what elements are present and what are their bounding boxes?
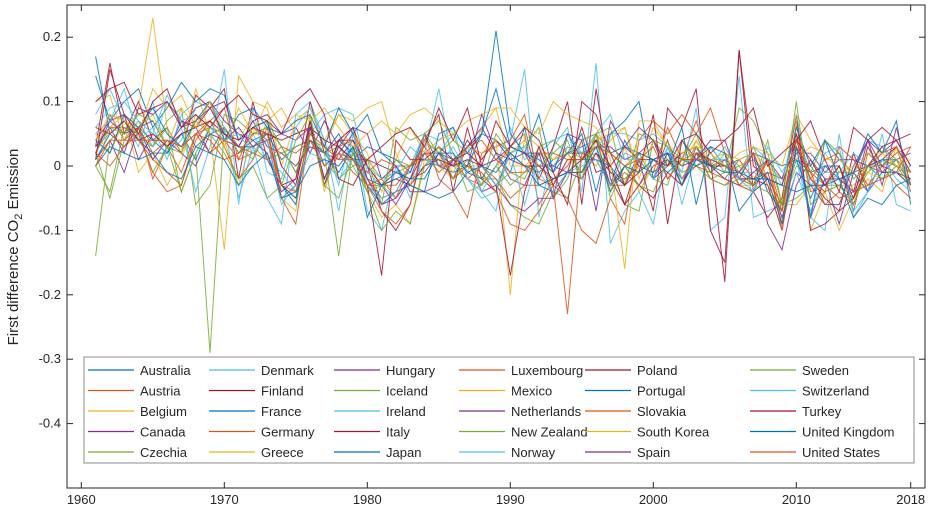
legend-label: Turkey xyxy=(802,404,842,419)
legend-label: Portugal xyxy=(637,384,686,399)
x-tick-label: 1970 xyxy=(210,492,239,507)
legend-item[interactable]: Spain xyxy=(585,445,670,460)
legend-item[interactable]: South Korea xyxy=(585,425,710,440)
legend-item[interactable]: Austria xyxy=(88,384,181,399)
legend-label: South Korea xyxy=(637,425,710,440)
y-axis-label: First difference CO2 Emission xyxy=(5,149,25,346)
series-line-germany xyxy=(95,126,912,212)
series-line-united-states xyxy=(95,132,912,213)
legend-item[interactable]: Sweden xyxy=(750,363,849,378)
legend-label: New Zealand xyxy=(511,425,588,440)
legend-item[interactable]: Turkey xyxy=(750,404,842,419)
y-tick-label: -0.1 xyxy=(39,222,61,237)
y-tick-label: -0.4 xyxy=(39,416,61,431)
legend-label: United States xyxy=(802,445,881,460)
x-tick-label: 1990 xyxy=(496,492,525,507)
legend-item[interactable]: Mexico xyxy=(459,384,552,399)
legend-label: Mexico xyxy=(511,384,552,399)
x-tick-label: 1960 xyxy=(67,492,96,507)
legend-label: Austria xyxy=(140,384,181,399)
legend-item[interactable]: Poland xyxy=(585,363,677,378)
legend-item[interactable]: Denmark xyxy=(209,363,314,378)
legend-item[interactable]: Ireland xyxy=(334,404,426,419)
legend-label: Ireland xyxy=(386,404,426,419)
plot-frame xyxy=(66,4,926,489)
legend-item[interactable]: Netherlands xyxy=(459,404,582,419)
legend-item[interactable]: United Kingdom xyxy=(750,425,895,440)
legend-label: Japan xyxy=(386,445,421,460)
legend-label: Switzerland xyxy=(802,384,869,399)
legend-item[interactable]: Belgium xyxy=(88,404,187,419)
legend-label: Sweden xyxy=(802,363,849,378)
legend-label: Czechia xyxy=(140,445,188,460)
legend-item[interactable]: Slovakia xyxy=(585,404,687,419)
legend-item[interactable]: Norway xyxy=(459,445,556,460)
legend-label: Australia xyxy=(140,363,191,378)
legend-label: Luxembourg xyxy=(511,363,583,378)
legend-item[interactable]: Germany xyxy=(209,425,315,440)
legend-item[interactable]: Canada xyxy=(88,425,186,440)
legend-label: Canada xyxy=(140,425,186,440)
y-tick-label: 0 xyxy=(54,158,61,173)
x-tick-label: 2018 xyxy=(896,492,925,507)
y-axis: 0.2 0.1 0 -0.1 -0.2 -0.3 -0.4 xyxy=(39,29,925,431)
series-line-spain xyxy=(95,100,912,252)
x-tick-label: 1980 xyxy=(353,492,382,507)
legend-item[interactable]: Japan xyxy=(334,445,421,460)
legend: Australia Austria Belgium Canada Czechia Denm… xyxy=(83,356,915,464)
legend-item[interactable]: New Zealand xyxy=(459,425,588,440)
series-lines xyxy=(95,17,912,353)
legend-label: Greece xyxy=(261,445,304,460)
legend-item[interactable]: Switzerland xyxy=(750,384,869,399)
y-tick-label: 0.1 xyxy=(43,94,61,109)
legend-label: Germany xyxy=(261,425,315,440)
legend-label: Denmark xyxy=(261,363,314,378)
legend-label: Iceland xyxy=(386,384,428,399)
series-line-turkey xyxy=(95,69,911,225)
legend-item[interactable]: Hungary xyxy=(334,363,436,378)
legend-item[interactable]: Czechia xyxy=(88,445,188,460)
legend-label: Hungary xyxy=(386,363,436,378)
legend-item[interactable]: Finland xyxy=(209,384,304,399)
legend-item[interactable]: United States xyxy=(750,445,881,460)
legend-box xyxy=(83,356,915,464)
x-axis: 1960 1970 1980 1990 2000 2010 2018 xyxy=(67,5,925,507)
legend-item[interactable]: Greece xyxy=(209,445,304,460)
legend-item[interactable]: Portugal xyxy=(585,384,686,399)
legend-item[interactable]: France xyxy=(209,404,301,419)
legend-item[interactable]: Australia xyxy=(88,363,191,378)
legend-item[interactable]: Iceland xyxy=(334,384,428,399)
x-tick-label: 2010 xyxy=(782,492,811,507)
legend-label: France xyxy=(261,404,301,419)
legend-label: Finland xyxy=(261,384,304,399)
legend-label: United Kingdom xyxy=(802,425,895,440)
y-tick-label: -0.3 xyxy=(39,351,61,366)
series-line-italy xyxy=(95,81,911,231)
legend-label: Norway xyxy=(511,445,556,460)
y-tick-label: -0.2 xyxy=(39,287,61,302)
legend-label: Italy xyxy=(386,425,410,440)
y-tick-label: 0.2 xyxy=(43,29,61,44)
legend-label: Spain xyxy=(637,445,670,460)
series-line-united-kingdom xyxy=(95,138,911,225)
x-tick-label: 2000 xyxy=(639,492,668,507)
legend-label: Belgium xyxy=(140,404,187,419)
series-line-slovakia xyxy=(95,126,912,315)
legend-label: Poland xyxy=(637,363,677,378)
legend-item[interactable]: Luxembourg xyxy=(459,363,583,378)
legend-label: Netherlands xyxy=(511,404,582,419)
legend-label: Slovakia xyxy=(637,404,687,419)
legend-item[interactable]: Italy xyxy=(334,425,410,440)
